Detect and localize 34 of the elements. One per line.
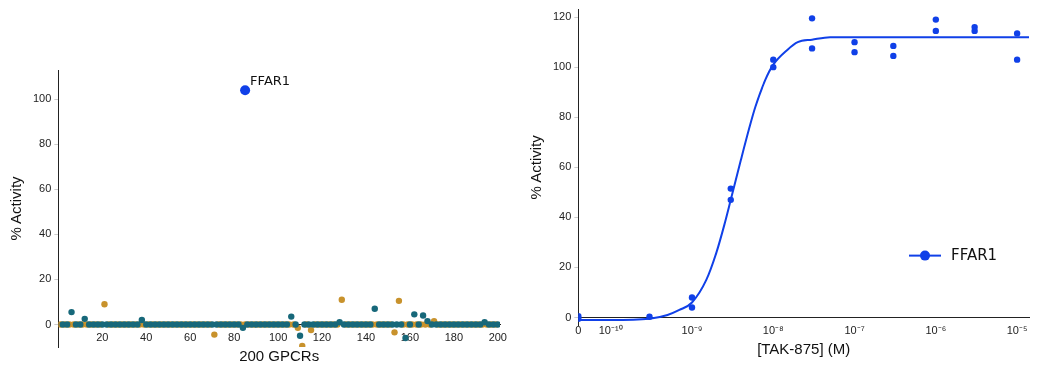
x-tick-label: 10⁻⁵ bbox=[1006, 324, 1028, 337]
y-tick-label: 20 bbox=[559, 260, 572, 273]
x-tick-label: 180 bbox=[444, 331, 464, 344]
y-tick-label: 40 bbox=[39, 227, 52, 240]
y-axis-title: % Activity bbox=[527, 134, 545, 200]
x-tick-label: 100 bbox=[268, 331, 288, 344]
y-tick-label: 100 bbox=[32, 92, 52, 105]
x-tick-label: 10⁻⁸ bbox=[762, 324, 784, 337]
x-tick-label: 10⁻⁶ bbox=[925, 324, 947, 337]
legend-label: FFAR1 bbox=[951, 245, 998, 264]
x-tick-label: 10⁻⁹ bbox=[681, 324, 703, 337]
annotation: FFAR1 bbox=[250, 73, 291, 89]
x-tick-label: 0 bbox=[575, 324, 582, 337]
y-tick-label: 60 bbox=[39, 182, 52, 195]
x-axis-title: 200 GPCRs bbox=[239, 346, 320, 364]
x-tick-label: 120 bbox=[312, 331, 332, 344]
x-tick-label: 140 bbox=[356, 331, 376, 344]
y-tick-label: 60 bbox=[559, 160, 572, 173]
x-tick-label: 10⁻¹⁰ bbox=[598, 324, 623, 337]
y-tick-label: 40 bbox=[559, 210, 572, 223]
x-tick-label: 10⁻⁷ bbox=[844, 324, 865, 337]
y-tick-label: 20 bbox=[39, 272, 52, 285]
x-axis-title: [TAK-875] (M) bbox=[757, 339, 851, 357]
x-tick-label: 60 bbox=[184, 331, 197, 344]
x-tick-label: 20 bbox=[96, 331, 109, 344]
y-tick-label: 0 bbox=[565, 310, 572, 323]
y-axis-title: % Activity bbox=[7, 175, 25, 241]
x-tick-label: 40 bbox=[140, 331, 153, 344]
y-tick-label: 80 bbox=[39, 137, 52, 150]
x-tick-label: 200 bbox=[488, 331, 507, 344]
y-tick-label: 120 bbox=[552, 10, 572, 23]
x-tick-label: 80 bbox=[228, 331, 241, 344]
y-tick-label: 80 bbox=[559, 110, 572, 123]
y-tick-label: 100 bbox=[552, 60, 572, 73]
